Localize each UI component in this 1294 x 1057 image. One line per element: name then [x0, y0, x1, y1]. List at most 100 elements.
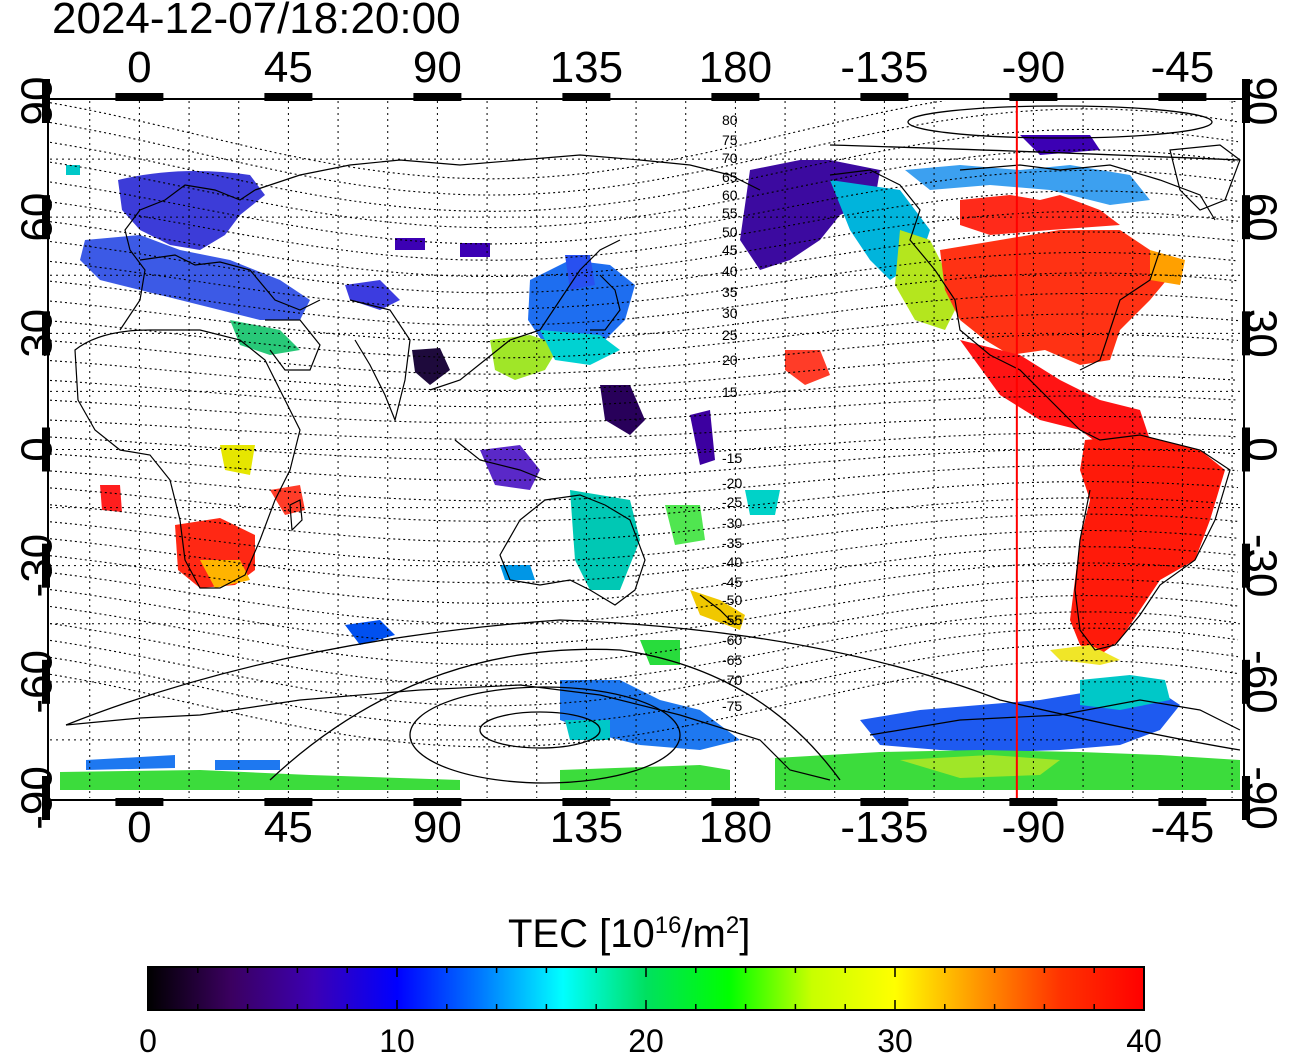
colorbar-tick-label: 0 [139, 1023, 157, 1057]
longitude-bottom-labels: 0 45 90 135 180 -135 -90 -45 [127, 803, 1214, 852]
contour-line [50, 529, 1239, 584]
lon-tick-label-top: 135 [550, 43, 623, 92]
contour-line [50, 333, 1239, 375]
frame-tick-right [1242, 311, 1250, 356]
lon-tick-label-bottom: -135 [840, 803, 928, 852]
frame-tick-right [1242, 776, 1250, 820]
colorbar-title-unit: /m [681, 912, 726, 956]
contour-line [50, 562, 1239, 625]
colorbar-tick-label: 30 [877, 1023, 913, 1057]
frame-tick-left [42, 427, 50, 472]
contour-label: -30 [722, 515, 742, 531]
timestamp-title: 2024-12-07/18:20:00 [52, 0, 461, 43]
lon-tick-label-top: 90 [413, 43, 462, 92]
frame-tick-top [562, 93, 611, 101]
frame-tick-bottom [1158, 798, 1207, 806]
coastlines [65, 144, 1241, 781]
contour-line [50, 374, 1239, 408]
contour-label: 70 [722, 150, 738, 166]
frame-tick-top [1158, 93, 1207, 101]
contour-line [50, 251, 1239, 310]
contour-label: -25 [722, 494, 742, 510]
contour-label: 45 [722, 242, 738, 258]
frame-tick-bottom [860, 798, 909, 806]
frame-tick-right [1242, 79, 1250, 123]
lon-tick-label-bottom: 180 [699, 803, 772, 852]
lon-tick-label-bottom: 90 [413, 803, 462, 852]
frame-tick-bottom [115, 798, 164, 806]
lon-tick-label-top: 180 [699, 43, 772, 92]
contour-line [50, 627, 1239, 707]
magnetic-latitude-contours [50, 101, 1239, 748]
contour-line [50, 497, 1239, 543]
contour-label: 65 [722, 169, 738, 185]
frame-tick-top [1009, 93, 1058, 101]
contour-label: 30 [722, 305, 738, 321]
contour-label: -65 [722, 652, 742, 668]
frame-tick-left [42, 776, 50, 820]
frame-tick-bottom [711, 798, 760, 806]
lon-tick-label-top: -45 [1151, 43, 1215, 92]
longitude-top-labels: 0 45 90 135 180 -135 -90 -45 [127, 43, 1214, 92]
contour-line [50, 231, 1239, 294]
frame-tick-bottom [1009, 798, 1058, 806]
lat-tick-label-left: -30 [12, 534, 61, 598]
colorbar-title-suffix: ] [739, 912, 751, 956]
lat-tick-label-left: 60 [12, 193, 61, 242]
contour-line [50, 415, 1239, 440]
contour-label: 50 [722, 224, 738, 240]
lat-tick-label-left: 0 [12, 437, 61, 461]
colorbar-title: TEC [1016/m2] [508, 904, 750, 956]
frame-tick-top [264, 93, 313, 101]
lon-tick-label-bottom: 0 [127, 803, 151, 852]
frame-tick-right [1242, 195, 1250, 240]
colorbar-tick-labels: 0 10 20 30 40 [139, 1023, 1162, 1057]
colorbar-tick-label: 40 [1126, 1023, 1162, 1057]
contour-label: 55 [722, 205, 738, 221]
contour-label: -70 [722, 672, 742, 688]
contour-label: 15 [722, 384, 738, 400]
frame-ticks [42, 79, 1250, 820]
latitude-left-labels: 90 60 30 0 -30 -60 -90 [12, 77, 61, 830]
frame-tick-bottom [264, 798, 313, 806]
contour-labels: 80 75 70 65 60 55 50 45 40 35 30 25 20 15 -15 -20 -25 -30… [722, 112, 742, 714]
contour-label: -20 [722, 475, 742, 491]
contour-label: -45 [722, 574, 742, 590]
contour-label: 20 [722, 352, 738, 368]
contour-label: 80 [722, 112, 738, 128]
frame-tick-right [1242, 543, 1250, 588]
contour-line [50, 481, 1239, 522]
lon-tick-label-top: 0 [127, 43, 151, 92]
contour-line [50, 660, 1239, 748]
contour-label: 25 [722, 327, 738, 343]
contour-line [50, 432, 1239, 461]
contour-line [50, 578, 1239, 645]
contour-line [50, 190, 1239, 261]
contour-label: -40 [722, 554, 742, 570]
contour-label: -50 [722, 592, 742, 608]
contour-line [50, 643, 1239, 727]
contour-line [50, 595, 1239, 666]
colorbar-tick-label: 20 [628, 1023, 664, 1057]
frame-tick-top [860, 93, 909, 101]
contour-line [50, 108, 1239, 196]
frame-tick-top [115, 93, 164, 101]
frame-tick-left [42, 79, 50, 123]
lat-tick-label-left: 30 [12, 309, 61, 358]
colorbar-tick-label: 10 [379, 1023, 415, 1057]
lon-tick-label-bottom: 45 [264, 803, 313, 852]
contour-line [50, 448, 1239, 481]
lon-tick-label-bottom: -90 [1002, 803, 1066, 852]
contour-label: -60 [722, 632, 742, 648]
contour-line [50, 464, 1239, 502]
contour-line [50, 210, 1239, 278]
lon-tick-label-bottom: -45 [1151, 803, 1215, 852]
colorbar-ticks [147, 967, 1145, 1010]
contour-line [50, 611, 1239, 686]
frame-tick-left [42, 659, 50, 704]
contour-label: -15 [722, 450, 742, 466]
frame-tick-top [711, 93, 760, 101]
contour-label: -55 [722, 612, 742, 628]
contour-label: 35 [722, 284, 738, 300]
